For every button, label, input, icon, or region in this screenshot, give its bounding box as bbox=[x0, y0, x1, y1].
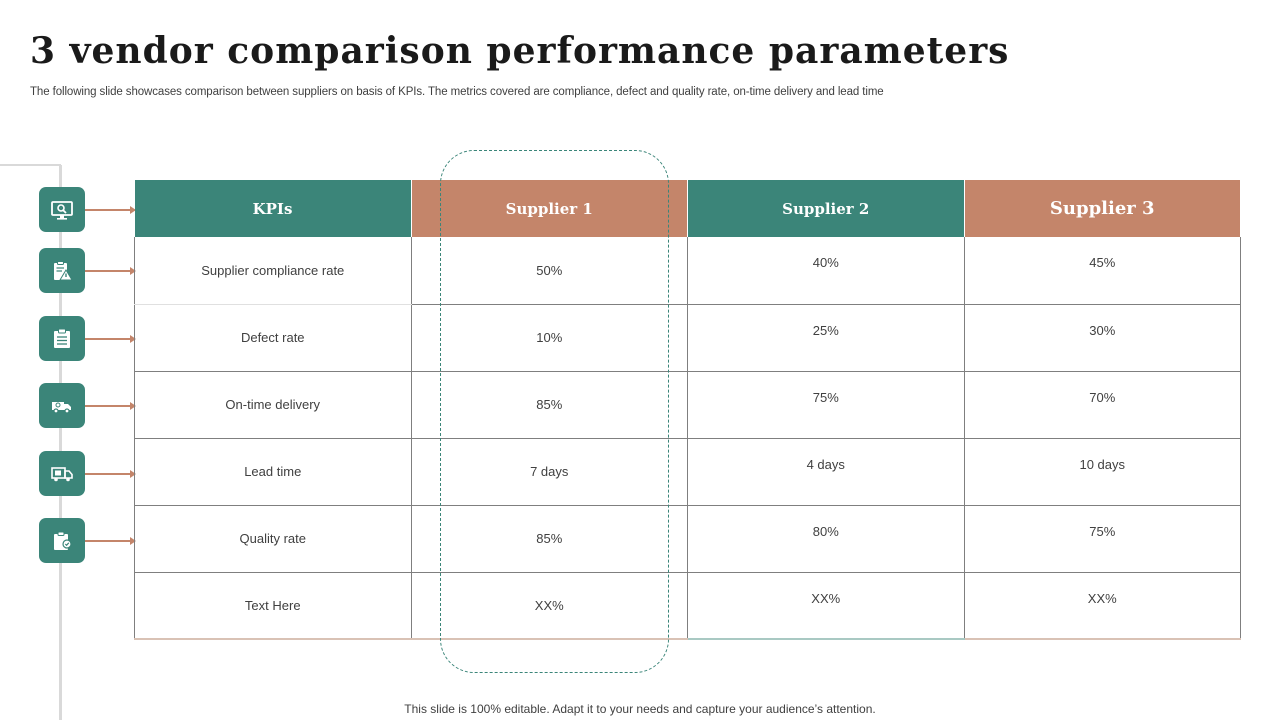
arrow-connector bbox=[85, 335, 136, 343]
clipboard-warning-icon bbox=[39, 248, 85, 293]
supplier-1-cell: 10% bbox=[410, 304, 688, 372]
table-header-row: KPIs Supplier 1 Supplier 2 Supplier 3 bbox=[134, 180, 1241, 237]
supplier-1-cell: XX% bbox=[410, 572, 688, 640]
supplier-3-cell: XX% bbox=[963, 572, 1241, 640]
checklist-icon bbox=[39, 316, 85, 361]
header-kpis: KPIs bbox=[134, 180, 412, 237]
supplier-1-cell: 50% bbox=[410, 237, 688, 305]
header-supplier-2: Supplier 2 bbox=[687, 180, 965, 237]
arrow-connector bbox=[85, 206, 136, 214]
header-supplier-1: Supplier 1 bbox=[411, 180, 688, 237]
kpi-cell: Lead time bbox=[134, 438, 412, 506]
table-row: On-time delivery 85% 75% 70% bbox=[134, 371, 1241, 439]
table-row: Supplier compliance rate 50% 40% 45% bbox=[134, 237, 1241, 305]
supplier-2-cell: 4 days bbox=[687, 438, 965, 506]
header-supplier-3: Supplier 3 bbox=[964, 180, 1241, 237]
monitor-search-icon bbox=[39, 187, 85, 232]
table-row: Text Here XX% XX% XX% bbox=[134, 572, 1241, 640]
footer-note: This slide is 100% editable. Adapt it to… bbox=[404, 702, 876, 716]
supplier-2-cell: 40% bbox=[687, 237, 965, 305]
table-row: Defect rate 10% 25% 30% bbox=[134, 304, 1241, 372]
supplier-2-cell: XX% bbox=[687, 572, 965, 640]
kpi-cell: Defect rate bbox=[134, 304, 412, 372]
supplier-1-cell: 85% bbox=[410, 505, 688, 573]
delivery-van-icon bbox=[39, 383, 85, 428]
clipboard-quality-icon bbox=[39, 518, 85, 563]
supplier-2-cell: 80% bbox=[687, 505, 965, 573]
delivery-truck-icon bbox=[39, 451, 85, 496]
supplier-2-cell: 25% bbox=[687, 304, 965, 372]
supplier-3-cell: 30% bbox=[963, 304, 1241, 372]
comparison-table: KPIs Supplier 1 Supplier 2 Supplier 3 Su… bbox=[134, 180, 1241, 640]
arrow-connector bbox=[85, 267, 136, 275]
arrow-connector bbox=[85, 537, 136, 545]
supplier-3-cell: 10 days bbox=[963, 438, 1241, 506]
supplier-2-cell: 75% bbox=[687, 371, 965, 439]
kpi-cell: Text Here bbox=[134, 572, 412, 640]
rail-vertical bbox=[59, 165, 62, 720]
kpi-cell: On-time delivery bbox=[134, 371, 412, 439]
table-row: Lead time 7 days 4 days 10 days bbox=[134, 438, 1241, 506]
supplier-3-cell: 45% bbox=[963, 237, 1241, 305]
supplier-1-cell: 85% bbox=[410, 371, 688, 439]
table-row: Quality rate 85% 80% 75% bbox=[134, 505, 1241, 573]
rail-horizontal bbox=[0, 164, 61, 166]
supplier-1-cell: 7 days bbox=[410, 438, 688, 506]
kpi-cell: Supplier compliance rate bbox=[134, 237, 412, 305]
arrow-connector bbox=[85, 470, 136, 478]
page-title: 3 vendor comparison performance paramete… bbox=[30, 30, 1010, 72]
arrow-connector bbox=[85, 402, 136, 410]
kpi-cell: Quality rate bbox=[134, 505, 412, 573]
supplier-3-cell: 70% bbox=[963, 371, 1241, 439]
page-subtitle: The following slide showcases comparison… bbox=[30, 86, 884, 98]
supplier-3-cell: 75% bbox=[963, 505, 1241, 573]
